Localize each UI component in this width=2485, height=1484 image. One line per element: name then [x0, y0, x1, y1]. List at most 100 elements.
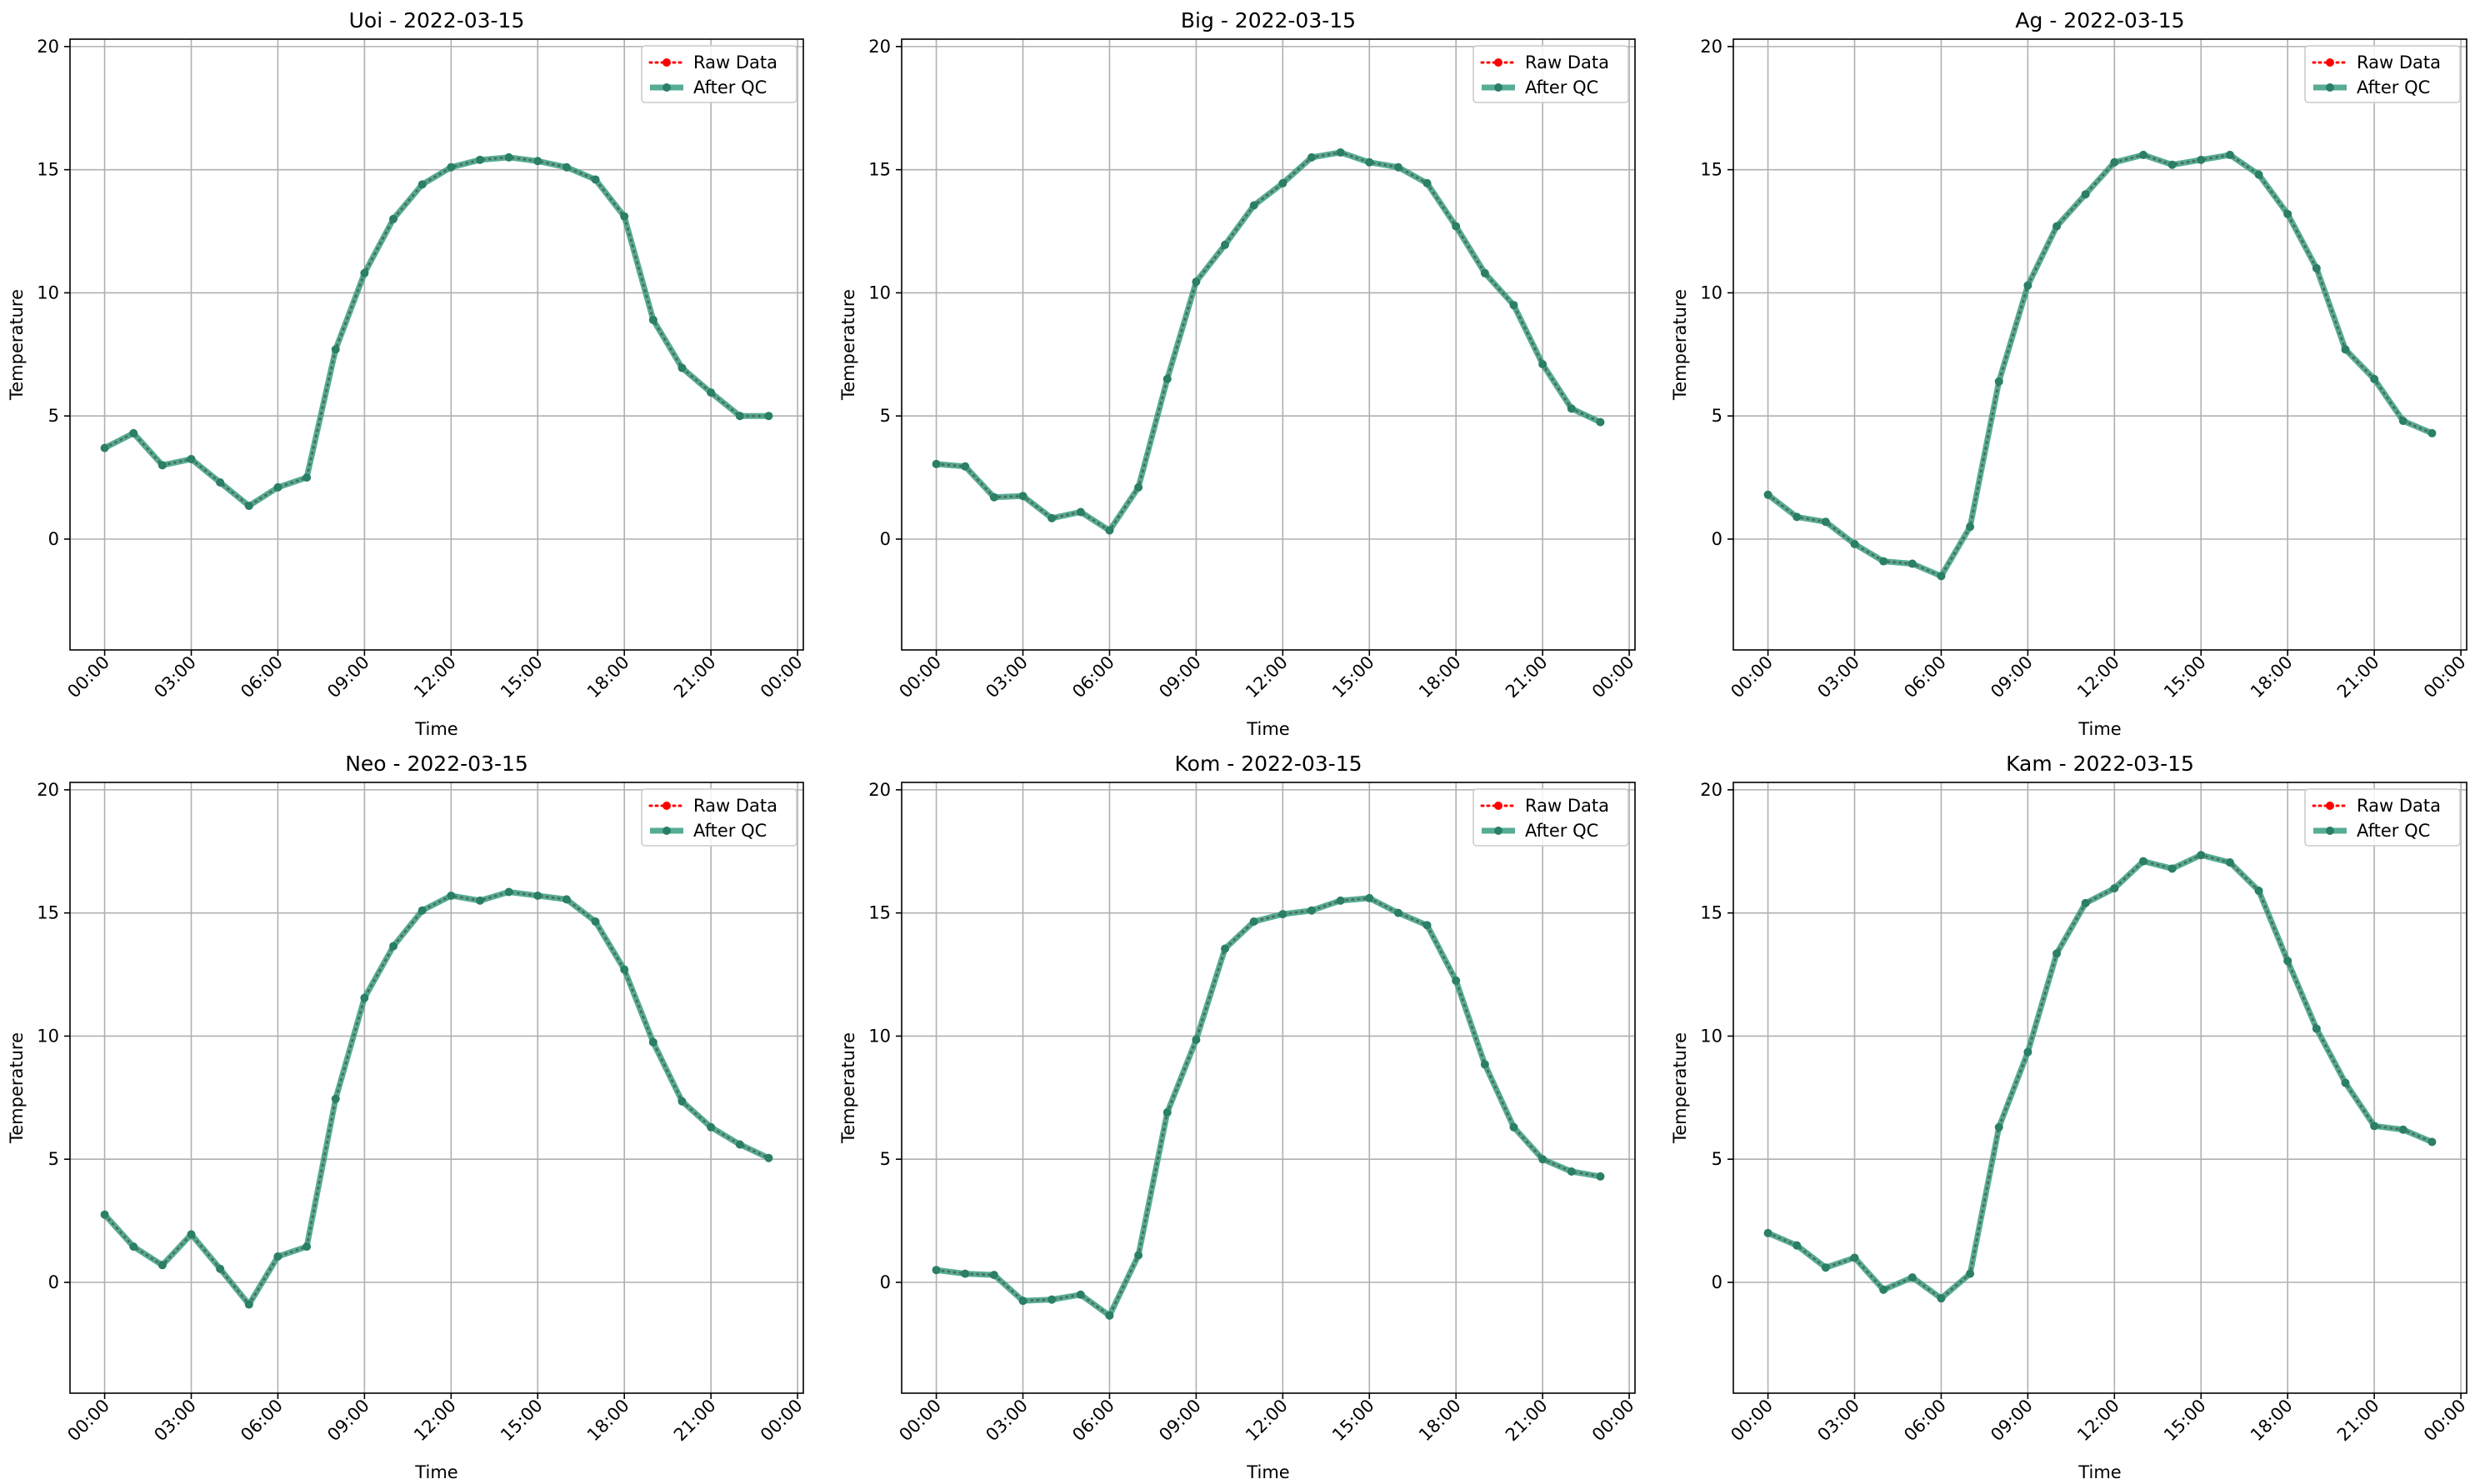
data-point-after-qc — [1105, 1311, 1114, 1320]
data-point-after-qc — [1763, 490, 1772, 499]
data-point-after-qc — [1365, 157, 1374, 167]
data-point-after-qc — [2312, 1024, 2321, 1033]
legend-label-raw-data: Raw Data — [1525, 796, 1609, 816]
x-tick-label: 15:00 — [1328, 652, 1378, 702]
data-point-after-qc — [1134, 1251, 1143, 1260]
data-point-after-qc — [2398, 1125, 2408, 1134]
y-axis-label: Temperature — [1670, 1032, 1690, 1144]
data-point-after-qc — [158, 1261, 167, 1270]
x-tick-label: 21:00 — [2333, 652, 2383, 702]
x-tick-label: 00:00 — [2420, 1396, 2470, 1446]
x-tick-label: 00:00 — [1727, 1396, 1777, 1446]
data-point-after-qc — [129, 1242, 138, 1252]
x-tick-label: 18:00 — [2247, 1396, 2297, 1446]
data-point-after-qc — [678, 363, 687, 372]
data-point-after-qc — [187, 454, 196, 463]
data-point-after-qc — [2225, 858, 2234, 867]
x-tick-label: 06:00 — [237, 1396, 287, 1446]
x-tick-label: 00:00 — [895, 1396, 945, 1446]
data-point-after-qc — [764, 412, 773, 421]
y-axis-label: Temperature — [7, 1032, 27, 1144]
data-point-after-qc — [1307, 152, 1316, 162]
x-tick-label: 03:00 — [150, 1396, 200, 1446]
x-tick-label: 00:00 — [2420, 652, 2470, 702]
x-tick-label: 00:00 — [895, 652, 945, 702]
x-axis-label: Time — [2078, 719, 2121, 739]
data-point-after-qc — [1538, 1155, 1548, 1164]
series-line-after-qc — [1767, 852, 2433, 1302]
data-point-after-qc — [2341, 345, 2350, 354]
data-point-after-qc — [932, 1266, 941, 1275]
y-axis-label: Temperature — [7, 289, 27, 401]
data-point-after-qc — [1452, 222, 1461, 231]
y-tick-label: 5 — [880, 1149, 891, 1169]
data-point-after-qc — [1850, 539, 1859, 548]
data-point-after-qc — [735, 412, 744, 421]
data-point-after-qc — [331, 1094, 340, 1103]
data-point-after-qc — [989, 492, 998, 502]
y-tick-label: 10 — [1700, 282, 1722, 302]
series-line-after-qc-dots — [1768, 853, 2432, 1300]
x-tick-label: 18:00 — [1415, 1396, 1465, 1446]
data-point-after-qc — [187, 1230, 196, 1239]
data-point-after-qc — [1278, 178, 1288, 187]
data-point-after-qc — [331, 345, 340, 354]
legend: Raw Data After QC — [2304, 45, 2461, 103]
y-tick-label: 5 — [880, 406, 891, 426]
data-point-after-qc — [418, 906, 427, 915]
y-tick-label: 15 — [37, 160, 59, 180]
x-tick-label: 03:00 — [1813, 1396, 1863, 1446]
data-point-after-qc — [2138, 857, 2148, 866]
x-tick-label: 09:00 — [323, 652, 373, 702]
series-line-raw-data — [103, 890, 770, 1307]
data-point-after-qc — [1105, 526, 1114, 535]
data-point-after-qc — [1850, 1253, 1859, 1262]
data-point-after-qc — [1937, 572, 1946, 581]
data-point-after-qc — [129, 428, 138, 437]
data-point-after-qc — [1393, 908, 1402, 917]
data-point-after-qc — [1908, 1273, 1917, 1282]
series-line-after-qc — [936, 895, 1602, 1319]
legend-label-after-qc: After QC — [693, 77, 767, 97]
x-tick-label: 09:00 — [1987, 652, 2037, 702]
x-tick-label: 12:00 — [2073, 1396, 2123, 1446]
subplot-4: 00:00 03:00 06:00 09:00 12:00 15:00 18:00 21:00… — [7, 752, 807, 1482]
x-tick-label: 09:00 — [1987, 1396, 2037, 1446]
data-point-after-qc — [1821, 517, 1830, 527]
data-point-after-qc — [2138, 150, 2148, 159]
data-point-after-qc — [961, 462, 970, 471]
axes-frame — [901, 782, 1636, 1394]
data-point-after-qc — [1538, 360, 1548, 369]
data-point-after-qc — [1422, 178, 1432, 187]
data-point-after-qc — [2168, 160, 2177, 169]
data-point-after-qc — [100, 1210, 109, 1219]
y-axis-label: Temperature — [838, 289, 858, 401]
data-point-after-qc — [764, 1153, 773, 1162]
y-tick-label: 10 — [37, 1026, 59, 1046]
axes-frame — [69, 38, 804, 651]
data-point-after-qc — [1422, 921, 1432, 930]
y-tick-label: 15 — [1700, 903, 1722, 923]
y-tick-label: 0 — [48, 1272, 59, 1292]
x-tick-label: 12:00 — [410, 652, 460, 702]
data-point-after-qc — [504, 152, 513, 162]
x-tick-label: 09:00 — [323, 1396, 373, 1446]
x-tick-label: 00:00 — [63, 1396, 113, 1446]
data-point-after-qc — [2370, 1122, 2379, 1131]
series-line-after-qc — [936, 149, 1602, 534]
data-point-after-qc — [932, 459, 941, 468]
data-point-after-qc — [389, 942, 398, 951]
data-point-after-qc — [1509, 301, 1518, 310]
x-tick-label: 18:00 — [583, 652, 633, 702]
series-line-after-qc-dots — [104, 156, 769, 507]
data-point-after-qc — [2110, 157, 2119, 167]
x-tick-label: 15:00 — [497, 652, 547, 702]
data-point-after-qc — [1192, 1035, 1201, 1044]
x-tick-label: 21:00 — [1502, 652, 1552, 702]
data-point-after-qc — [591, 175, 600, 184]
y-tick-label: 15 — [37, 903, 59, 923]
legend-label-after-qc: After QC — [2357, 77, 2430, 97]
data-point-after-qc — [678, 1097, 687, 1106]
data-point-after-qc — [216, 1264, 225, 1273]
data-point-after-qc — [648, 315, 658, 324]
